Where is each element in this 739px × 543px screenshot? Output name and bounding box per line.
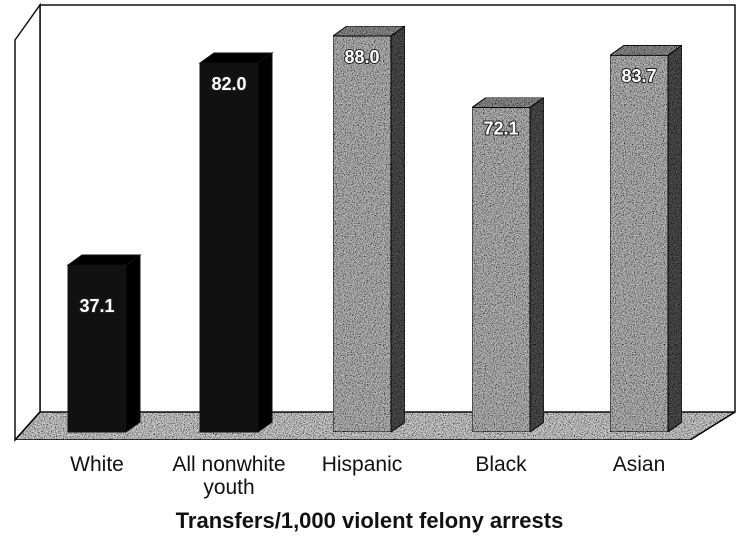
bar-side — [257, 52, 273, 433]
bar-side — [390, 25, 406, 433]
bar-front — [609, 54, 669, 433]
bar — [198, 52, 274, 433]
bar-front — [199, 62, 259, 433]
value-label: 83.7 — [621, 66, 656, 86]
bar-side — [125, 254, 141, 433]
x-tick-label: All nonwhite youth — [172, 453, 286, 499]
bar-front — [67, 264, 127, 433]
x-tick-label: Hispanic — [321, 453, 403, 476]
bar — [66, 254, 142, 433]
value-label: 37.1 — [79, 296, 114, 316]
x-tick-label: Black — [475, 453, 527, 476]
bar-side — [667, 44, 683, 433]
bar-side — [529, 96, 545, 433]
value-label: 72.1 — [483, 118, 518, 138]
x-tick-label: White — [70, 453, 124, 476]
value-label: 88.0 — [344, 47, 379, 67]
x-axis-title: Transfers/1,000 violent felony arrests — [175, 508, 564, 533]
bar-front — [332, 35, 392, 433]
x-tick-label: Asian — [612, 453, 666, 476]
bar-front — [471, 107, 531, 433]
bars: 37.1 82.0 88.0 72.1 83.7 — [66, 25, 684, 433]
value-label: 82.0 — [211, 74, 246, 94]
chart: 37.1 82.0 88.0 72.1 83.7 — [13, 2, 738, 442]
bar — [331, 25, 407, 433]
bar — [608, 44, 684, 433]
bar — [470, 96, 546, 433]
